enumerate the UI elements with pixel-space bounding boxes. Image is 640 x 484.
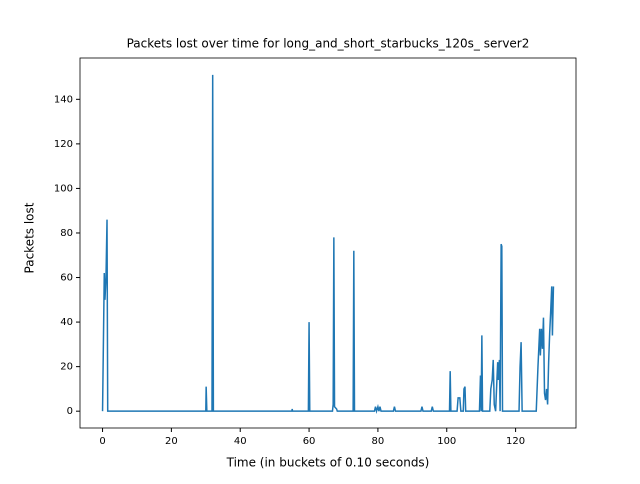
- x-tick-label: 120: [506, 436, 525, 447]
- plot-frame: [79, 57, 577, 429]
- y-tick-label: 40: [60, 317, 73, 328]
- x-tick-label: 0: [99, 436, 105, 447]
- y-tick-label: 140: [54, 94, 73, 105]
- y-tick-label: 120: [54, 139, 73, 150]
- x-tick-label: 80: [372, 436, 385, 447]
- y-tick-label: 80: [60, 228, 73, 239]
- y-tick-label: 60: [60, 273, 73, 284]
- x-tick-label: 100: [437, 436, 456, 447]
- y-tick-label: 0: [67, 406, 73, 417]
- x-axis-label: Time (in buckets of 0.10 seconds): [226, 456, 430, 470]
- chart-title: Packets lost over time for long_and_shor…: [127, 37, 530, 51]
- x-tick-label: 60: [303, 436, 316, 447]
- x-tick-label: 20: [165, 436, 178, 447]
- x-tick-label: 40: [234, 436, 247, 447]
- y-tick-label: 100: [54, 183, 73, 194]
- data-line: [101, 74, 555, 415]
- y-tick-label: 20: [60, 362, 73, 373]
- y-axis-label: Packets lost: [23, 202, 37, 273]
